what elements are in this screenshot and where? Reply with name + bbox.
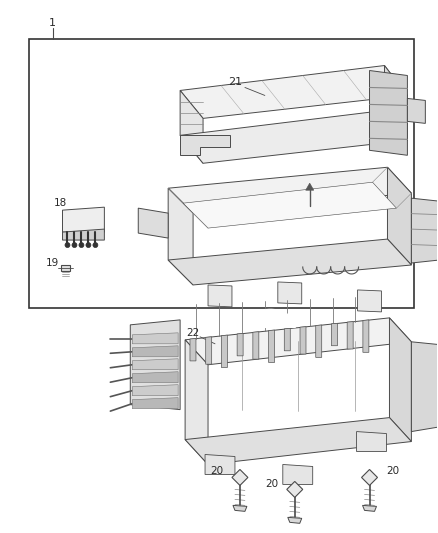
Circle shape	[93, 243, 98, 247]
Polygon shape	[347, 321, 353, 349]
Polygon shape	[206, 337, 212, 364]
Polygon shape	[63, 229, 104, 240]
Polygon shape	[407, 99, 425, 123]
Text: 20: 20	[210, 466, 223, 477]
Polygon shape	[306, 183, 314, 190]
Polygon shape	[190, 338, 196, 361]
Polygon shape	[168, 167, 411, 213]
Polygon shape	[185, 340, 208, 464]
Circle shape	[79, 243, 84, 247]
Polygon shape	[132, 333, 178, 344]
Polygon shape	[208, 285, 232, 307]
Polygon shape	[232, 470, 248, 486]
Polygon shape	[363, 320, 369, 352]
Polygon shape	[284, 328, 290, 351]
Polygon shape	[132, 359, 178, 370]
Polygon shape	[278, 282, 302, 304]
Polygon shape	[283, 464, 313, 484]
Circle shape	[86, 243, 91, 247]
Polygon shape	[363, 505, 377, 511]
Polygon shape	[180, 110, 407, 163]
Polygon shape	[180, 91, 203, 163]
Polygon shape	[132, 372, 178, 383]
Polygon shape	[388, 167, 411, 265]
Polygon shape	[130, 320, 180, 410]
Polygon shape	[183, 182, 396, 228]
Polygon shape	[180, 66, 407, 118]
Polygon shape	[132, 346, 178, 357]
Polygon shape	[168, 239, 411, 285]
Polygon shape	[237, 334, 243, 356]
Text: 19: 19	[46, 258, 59, 268]
Text: 20: 20	[386, 466, 399, 477]
Polygon shape	[287, 481, 303, 497]
Text: 21: 21	[228, 77, 242, 87]
Polygon shape	[132, 398, 178, 409]
Circle shape	[72, 243, 77, 247]
Polygon shape	[253, 332, 259, 359]
Circle shape	[65, 243, 70, 247]
Polygon shape	[357, 432, 386, 451]
Polygon shape	[389, 318, 411, 441]
Polygon shape	[385, 66, 407, 140]
Text: 1: 1	[49, 18, 56, 28]
Polygon shape	[63, 207, 104, 232]
Polygon shape	[357, 290, 381, 312]
Polygon shape	[185, 417, 411, 464]
Text: 22: 22	[187, 328, 200, 338]
Text: 18: 18	[54, 198, 67, 208]
Polygon shape	[268, 330, 275, 362]
Text: 20: 20	[265, 479, 279, 489]
Polygon shape	[132, 385, 178, 395]
Polygon shape	[185, 318, 411, 365]
Polygon shape	[300, 327, 306, 354]
Polygon shape	[370, 70, 407, 155]
Polygon shape	[168, 188, 193, 285]
Polygon shape	[361, 470, 378, 486]
Polygon shape	[288, 518, 302, 523]
Bar	[28, 38, 414, 308]
Polygon shape	[60, 265, 71, 271]
Polygon shape	[316, 325, 322, 358]
Polygon shape	[205, 455, 235, 474]
Polygon shape	[138, 208, 168, 238]
Polygon shape	[233, 505, 247, 511]
Polygon shape	[411, 198, 438, 263]
Polygon shape	[180, 135, 230, 155]
Polygon shape	[222, 335, 227, 368]
Polygon shape	[411, 342, 438, 432]
Polygon shape	[332, 324, 337, 346]
